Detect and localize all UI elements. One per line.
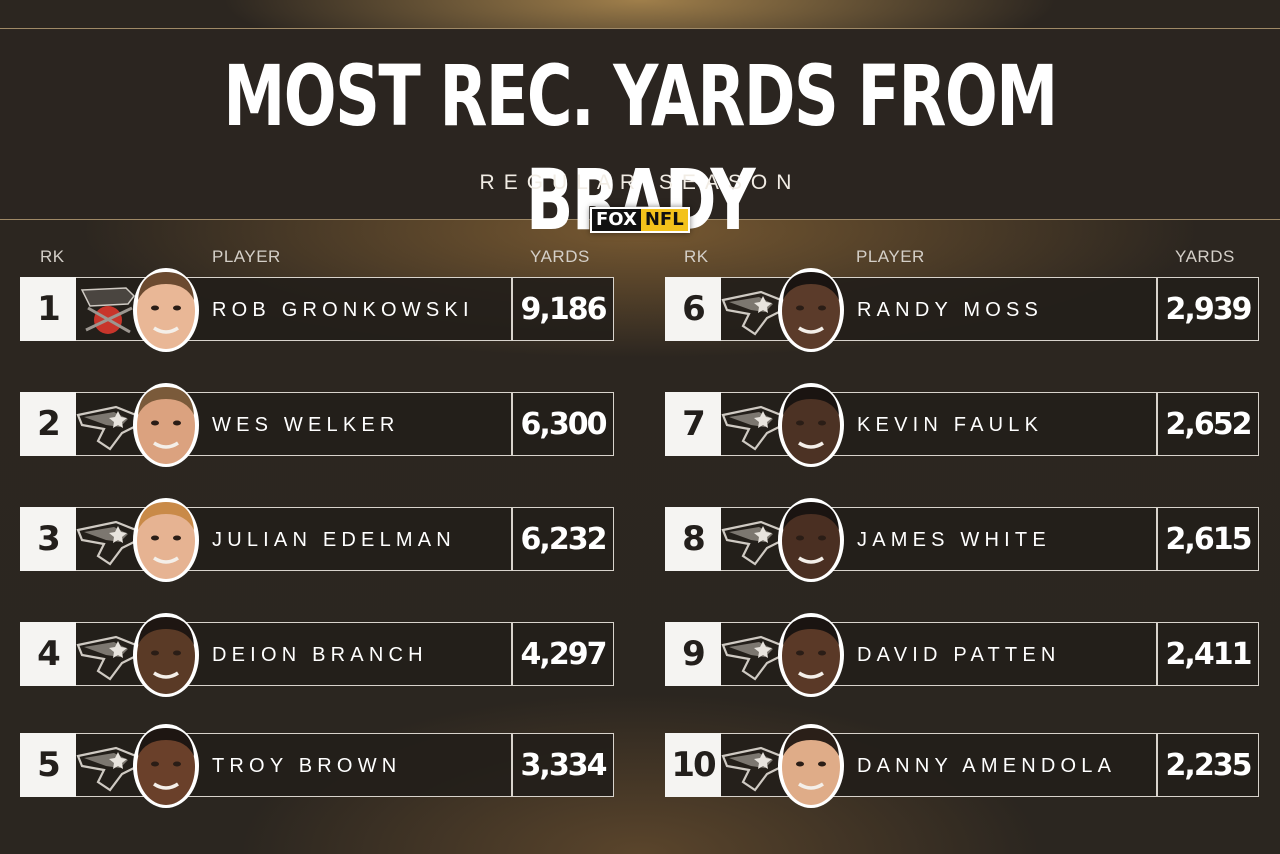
patriots-logo-icon (76, 397, 138, 453)
patriots-logo-icon (721, 282, 783, 338)
logo-nfl-text: NFL (640, 209, 688, 231)
player-headshot (130, 264, 202, 354)
rank-number: 3 (20, 507, 76, 571)
player-headshot (775, 379, 847, 469)
player-name: DEION BRANCH (212, 644, 428, 666)
yards-value: 6,232 (512, 507, 614, 571)
yards-value: 3,334 (512, 733, 614, 797)
player-name: RANDY MOSS (857, 299, 1044, 321)
player-headshot (130, 379, 202, 469)
rank-number: 4 (20, 622, 76, 686)
rank-number: 8 (665, 507, 721, 571)
patriots-logo-icon (721, 397, 783, 453)
logo-fox-text: FOX (592, 209, 641, 231)
player-headshot (130, 609, 202, 699)
player-cell: JAMES WHITE (721, 498, 1157, 582)
patriots-logo-icon (721, 512, 783, 568)
yards-value: 2,411 (1157, 622, 1259, 686)
rank-number: 6 (665, 277, 721, 341)
rank-number: 9 (665, 622, 721, 686)
col-header-player: PLAYER (856, 247, 925, 266)
table-row: 10 DANNY AMENDOLA 2,235 (665, 724, 1259, 808)
player-cell: DEION BRANCH (76, 613, 512, 697)
rank-number: 5 (20, 733, 76, 797)
yards-value: 9,186 (512, 277, 614, 341)
player-cell: RANDY MOSS (721, 268, 1157, 352)
patriots-logo-icon (721, 738, 783, 794)
rank-number: 7 (665, 392, 721, 456)
table-row: 1 ROB GRONKOWSKI 9,186 (20, 268, 614, 352)
patriots-logo-icon (76, 627, 138, 683)
table-row: 7 KEVIN FAULK 2,652 (665, 383, 1259, 467)
player-cell: ROB GRONKOWSKI (76, 268, 512, 352)
player-headshot (775, 609, 847, 699)
yards-value: 4,297 (512, 622, 614, 686)
rank-number: 10 (665, 733, 721, 797)
yards-value: 6,300 (512, 392, 614, 456)
player-cell: DAVID PATTEN (721, 613, 1157, 697)
col-header-yards: YARDS (530, 247, 590, 266)
player-name: KEVIN FAULK (857, 414, 1044, 436)
table-row: 6 RANDY MOSS 2,939 (665, 268, 1259, 352)
table-row: 5 TROY BROWN 3,334 (20, 724, 614, 808)
player-name: ROB GRONKOWSKI (212, 299, 474, 321)
table-row: 3 JULIAN EDELMAN 6,232 (20, 498, 614, 582)
yards-value: 2,939 (1157, 277, 1259, 341)
fox-nfl-logo: FOX NFL (590, 207, 690, 233)
player-cell: TROY BROWN (76, 724, 512, 808)
player-headshot (775, 720, 847, 810)
yards-value: 2,652 (1157, 392, 1259, 456)
table-row: 8 JAMES WHITE 2,615 (665, 498, 1259, 582)
player-name: DANNY AMENDOLA (857, 755, 1117, 777)
player-cell: KEVIN FAULK (721, 383, 1157, 467)
col-header-player: PLAYER (212, 247, 281, 266)
player-name: JAMES WHITE (857, 529, 1051, 551)
table-row: 4 DEION BRANCH 4,297 (20, 613, 614, 697)
player-headshot (775, 494, 847, 584)
col-header-rank: RK (684, 247, 709, 266)
col-header-rank: RK (40, 247, 65, 266)
rank-number: 1 (20, 277, 76, 341)
col-header-yards: YARDS (1175, 247, 1235, 266)
player-headshot (130, 494, 202, 584)
player-name: JULIAN EDELMAN (212, 529, 456, 551)
table-row: 2 WES WELKER 6,300 (20, 383, 614, 467)
yards-value: 2,615 (1157, 507, 1259, 571)
player-cell: JULIAN EDELMAN (76, 498, 512, 582)
player-headshot (775, 264, 847, 354)
player-name: WES WELKER (212, 414, 400, 436)
header-band (0, 28, 1280, 220)
rank-number: 2 (20, 392, 76, 456)
patriots-logo-icon (721, 627, 783, 683)
page-subtitle: REGULAR SEASON (479, 171, 801, 194)
player-cell: WES WELKER (76, 383, 512, 467)
player-cell: DANNY AMENDOLA (721, 724, 1157, 808)
player-name: TROY BROWN (212, 755, 402, 777)
table-row: 9 DAVID PATTEN 2,411 (665, 613, 1259, 697)
yards-value: 2,235 (1157, 733, 1259, 797)
player-headshot (130, 720, 202, 810)
patriots-logo-icon (76, 512, 138, 568)
buccaneers-logo-icon (76, 282, 138, 338)
patriots-logo-icon (76, 738, 138, 794)
player-name: DAVID PATTEN (857, 644, 1061, 666)
